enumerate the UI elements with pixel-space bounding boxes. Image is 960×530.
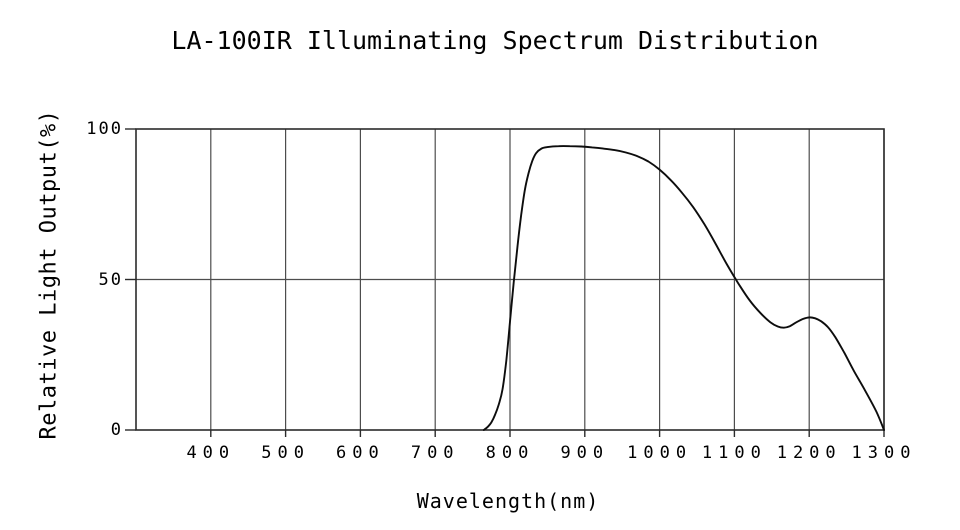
x-axis-label: Wavelength(nm) (416, 489, 600, 513)
spectrum-curve (482, 145, 885, 431)
plot-border (135, 128, 885, 431)
x-tick-label: 600 (336, 443, 385, 463)
x-tick-label: 1300 (851, 443, 917, 463)
chart-title: LA-100IR Illuminating Spectrum Distribut… (171, 26, 819, 55)
x-tick-label: 700 (410, 443, 460, 463)
y-tick-label: 50 (98, 269, 123, 290)
y-tick-label: 0 (110, 420, 123, 440)
x-tick-label: 500 (261, 443, 310, 463)
x-tick-label: 400 (186, 443, 236, 463)
x-tick-label: 900 (560, 443, 610, 463)
x-tick-label: 1100 (701, 443, 767, 463)
x-tick-label: 1200 (776, 443, 842, 463)
x-tick-label: 800 (485, 443, 535, 463)
x-tick-label: 1000 (627, 443, 693, 463)
y-tick-label: 100 (86, 119, 123, 139)
